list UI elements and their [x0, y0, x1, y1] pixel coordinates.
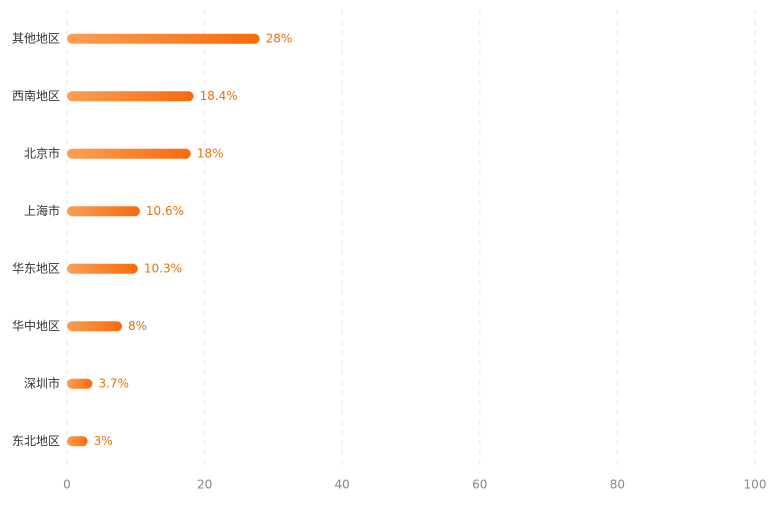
y-tick-label: 华东地区	[12, 261, 60, 275]
value-label: 3.7%	[98, 376, 128, 390]
value-label: 28%	[266, 31, 293, 45]
y-tick-label: 东北地区	[12, 434, 60, 448]
y-tick-label: 其他地区	[12, 31, 60, 45]
value-label: 10.3%	[144, 261, 182, 275]
bar	[67, 206, 140, 217]
bar	[67, 148, 191, 159]
x-tick-label: 0	[63, 478, 71, 492]
value-label: 18.4%	[200, 89, 238, 103]
value-label: 10.6%	[146, 204, 184, 218]
bar	[67, 33, 260, 44]
x-tick-label: 40	[335, 478, 350, 492]
bar	[67, 321, 123, 332]
bar	[67, 436, 88, 447]
y-tick-label: 深圳市	[24, 375, 60, 390]
value-label: 3%	[94, 434, 113, 448]
x-tick-label: 100	[744, 478, 767, 492]
value-label: 18%	[197, 146, 224, 160]
bar	[67, 263, 138, 274]
bar	[67, 378, 93, 389]
y-tick-label: 北京市	[24, 145, 60, 160]
x-tick-label: 60	[472, 478, 487, 492]
value-label: 8%	[128, 319, 147, 333]
y-tick-label: 西南地区	[12, 88, 60, 103]
bar	[67, 91, 194, 102]
x-tick-label: 80	[610, 478, 625, 492]
x-tick-label: 20	[197, 478, 212, 492]
y-tick-label: 华中地区	[12, 318, 60, 333]
y-tick-label: 上海市	[24, 203, 60, 218]
